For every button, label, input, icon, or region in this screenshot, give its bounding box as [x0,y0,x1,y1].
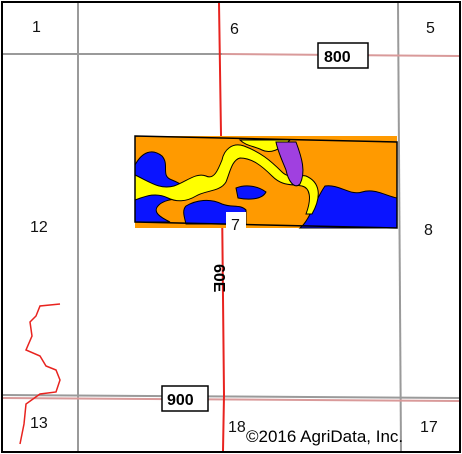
section-number-label: 12 [30,219,48,236]
road-60e-line [218,2,226,452]
section-number-label: 7 [231,217,240,234]
section-line-south [2,394,460,399]
road-shield-800 [317,42,369,69]
section-number-label: 1 [32,19,41,36]
section-line-east [397,2,402,452]
section-number-label: 17 [420,419,438,436]
field-outline [134,135,398,229]
copyright-text: ©2016 AgriData, Inc. [246,427,403,446]
section-number-label: 6 [230,21,239,38]
section-number-label: 8 [424,222,433,239]
road-label-60e: 60E [210,264,227,293]
soil-blue-mid [235,185,267,200]
soil-yellow [134,144,319,215]
field [134,135,398,229]
stream-line [19,303,61,445]
section-number-label: 13 [30,415,48,432]
field-corner-label-box [226,212,246,232]
road-label-900: 900 [167,392,194,409]
road-900-line [2,397,460,402]
road-shield-900 [161,385,209,412]
road-label-800: 800 [324,49,351,66]
soil-purple [275,141,304,187]
section-number-label: 18 [228,419,246,436]
section-number-label: 5 [426,20,435,37]
